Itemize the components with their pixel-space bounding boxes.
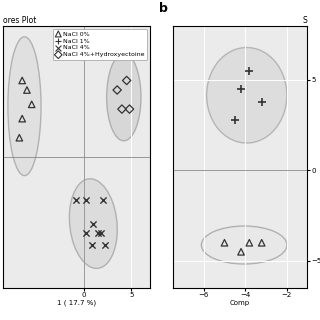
Legend: NaCl 0%, NaCl 1%, NaCl 4%, NaCl 4%+Hydroxyectoine: NaCl 0%, NaCl 1%, NaCl 4%, NaCl 4%+Hydro… — [53, 29, 147, 60]
Point — [89, 243, 94, 248]
Point — [259, 240, 264, 245]
Ellipse shape — [8, 37, 41, 176]
Point — [20, 78, 25, 83]
Point — [238, 86, 244, 92]
Point — [20, 116, 25, 121]
Point — [29, 102, 34, 107]
Ellipse shape — [201, 226, 287, 264]
Point — [127, 107, 132, 112]
Point — [91, 221, 96, 226]
Ellipse shape — [207, 47, 287, 143]
X-axis label: 1 ( 17.7 %): 1 ( 17.7 %) — [57, 300, 96, 306]
Point — [247, 68, 252, 73]
Point — [96, 231, 101, 236]
Ellipse shape — [69, 179, 117, 268]
Point — [83, 197, 88, 202]
Point — [124, 78, 129, 83]
Point — [222, 240, 227, 245]
Text: S: S — [302, 16, 307, 25]
Text: ores Plot: ores Plot — [3, 16, 36, 25]
Point — [247, 240, 252, 245]
Point — [24, 87, 29, 92]
Point — [232, 117, 237, 122]
Point — [83, 231, 88, 236]
Point — [74, 197, 79, 202]
Ellipse shape — [107, 53, 141, 141]
Point — [115, 87, 120, 92]
Point — [99, 231, 104, 236]
Point — [102, 243, 108, 248]
Point — [119, 107, 124, 112]
Point — [259, 99, 264, 104]
Point — [17, 135, 22, 140]
Text: b: b — [159, 2, 168, 15]
Point — [238, 249, 244, 254]
Point — [100, 197, 106, 202]
X-axis label: Comp: Comp — [230, 300, 250, 306]
